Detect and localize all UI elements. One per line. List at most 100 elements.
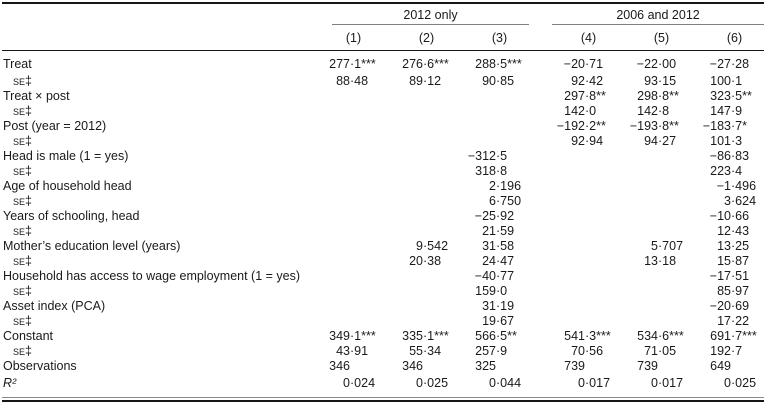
cell-value-frac: ·3*** [585, 329, 611, 343]
cell-value-frac: ·1*** [350, 57, 376, 71]
row-label: Age of household head [3, 179, 132, 193]
cell-value-int: 223 [710, 164, 731, 178]
cell-value-int: −27 [709, 57, 731, 71]
column-group-2012-only: 2012 only [310, 2, 529, 25]
table-row: Household has access to wage employment … [2, 269, 764, 284]
cell-value-frac [350, 119, 383, 134]
cell-value-int: 89 [409, 74, 423, 88]
row-label: Treat × post [3, 89, 70, 103]
cell-value-frac [350, 134, 383, 149]
cell-value-int: 70 [571, 344, 585, 358]
cell-value-int [310, 89, 350, 104]
cell-value-frac [350, 89, 383, 104]
row-label: Post (year = 2012) [3, 119, 107, 133]
cell-value-int [383, 164, 423, 179]
table-row: Mother’s education level (years) 9·542 31 ·… [2, 239, 764, 254]
column-gap [529, 224, 545, 239]
cell-value-frac: ·025 [731, 376, 757, 390]
cell-value-frac [423, 299, 456, 314]
column-gap [529, 329, 545, 344]
table-row: se‡ 43·91 55·34 257·9 70·56 71·05 192·7 [2, 344, 764, 359]
se-row-label: se‡ [13, 134, 32, 148]
cell-value-frac [423, 104, 456, 119]
table-row: se‡ 159·0 85·97 [2, 284, 764, 299]
cell-value-int: 92 [571, 74, 585, 88]
cell-value-int: 0 [651, 376, 658, 390]
cell-value-int: 0 [578, 376, 585, 390]
cell-value-frac: ·47 [496, 254, 515, 268]
cell-value-frac [658, 359, 691, 374]
cell-value-int: 85 [717, 284, 731, 298]
cell-value-frac [658, 224, 691, 239]
cell-value-frac [423, 314, 456, 329]
cell-value-frac [423, 164, 456, 179]
cell-value-frac [350, 209, 383, 224]
cell-value-int [310, 239, 350, 254]
cell-value-frac [585, 239, 618, 254]
cell-value-int [545, 209, 585, 224]
cell-value-frac [423, 119, 456, 134]
cell-value-int: 257 [475, 344, 496, 358]
cell-value-int: 0 [416, 376, 423, 390]
cell-value-frac [423, 149, 456, 164]
cell-value-frac: ·6*** [658, 329, 684, 343]
table-body: Treat 277·1*** 276·6*** 288·5*** −20·71 −22·0… [2, 51, 764, 398]
table-row: se‡ 92·94 94·27 101·3 [2, 134, 764, 149]
cell-value-int [618, 224, 658, 239]
cell-value-frac [423, 359, 456, 374]
cell-value-frac: ·8 [496, 164, 508, 178]
column-gap [529, 164, 545, 179]
cell-value-frac: ·8 [658, 104, 670, 118]
cell-value-int [310, 209, 350, 224]
cell-value-frac [350, 179, 383, 194]
cell-value-int: −25 [474, 209, 496, 223]
cell-value-int [310, 269, 350, 284]
cell-value-frac [585, 299, 618, 314]
cell-value-int: 6 [489, 194, 496, 208]
cell-value-int: 739 [564, 359, 585, 373]
cell-value-frac [585, 269, 618, 284]
cell-value-int: 19 [482, 314, 496, 328]
column-gap [529, 89, 545, 104]
cell-value-int [310, 134, 350, 149]
cell-value-frac: ·91 [350, 344, 369, 358]
cell-value-int: 318 [475, 164, 496, 178]
cell-value-frac: ·92 [496, 209, 515, 223]
column-gap [529, 194, 545, 209]
cell-value-int: 31 [482, 299, 496, 313]
cell-value-frac: ·624 [731, 194, 757, 208]
cell-value-frac: ·12 [423, 74, 442, 88]
cell-value-int: 9 [416, 239, 423, 253]
column-group-2006-and-2012: 2006 and 2012 [545, 2, 765, 25]
row-label: Observations [3, 359, 77, 373]
label-column-header [2, 2, 310, 25]
se-row-label: se‡ [13, 74, 32, 88]
cell-value-frac: ·2** [585, 119, 606, 133]
se-row-label: se‡ [13, 314, 32, 328]
cell-value-int [545, 194, 585, 209]
cell-value-frac [350, 314, 383, 329]
cell-value-frac [423, 194, 456, 209]
cell-value-frac [585, 164, 618, 179]
cell-value-int: 100 [710, 74, 731, 88]
column-header: (4) [545, 25, 618, 51]
row-label: Asset index (PCA) [3, 299, 106, 313]
cell-value-int: 101 [710, 134, 731, 148]
cell-value-int: 0 [343, 376, 350, 390]
cell-value-int [310, 284, 350, 299]
table-row: Head is male (1 = yes) −312·5 −86·83 [2, 149, 764, 164]
cell-value-int [383, 314, 423, 329]
column-gap [529, 25, 545, 51]
cell-value-frac [585, 359, 618, 374]
cell-value-frac: ·85 [496, 74, 515, 88]
cell-value-frac: ·1*** [350, 329, 376, 343]
column-gap [529, 269, 545, 284]
cell-value-frac: ·5 [496, 149, 508, 163]
cell-value-int [545, 224, 585, 239]
cell-value-int [383, 149, 423, 164]
cell-value-frac [350, 299, 383, 314]
cell-value-int [383, 194, 423, 209]
se-row-label: se‡ [13, 104, 32, 118]
cell-value-int: 21 [482, 224, 496, 238]
cell-value-frac: ·707 [658, 239, 684, 253]
